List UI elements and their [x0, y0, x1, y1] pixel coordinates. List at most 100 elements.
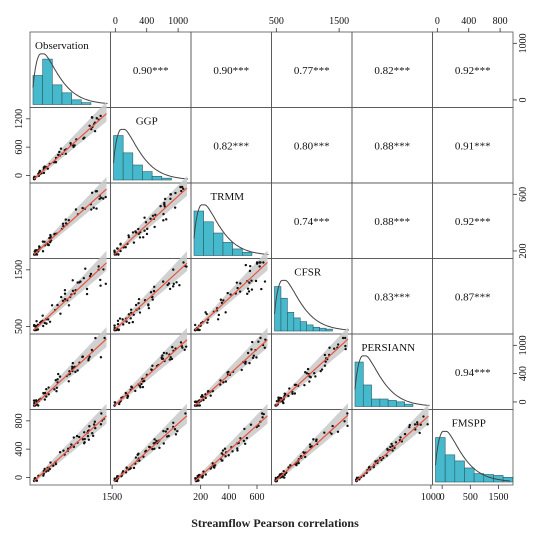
- data-point: [100, 196, 103, 199]
- ci-band: [275, 403, 348, 483]
- data-point: [152, 289, 156, 293]
- data-point: [100, 412, 103, 415]
- data-point: [343, 336, 347, 340]
- data-point: [328, 346, 331, 349]
- data-point: [394, 441, 398, 444]
- hist-bar-GGP-1: [122, 152, 134, 181]
- fit-line: [194, 415, 268, 482]
- hist-bar-Observation-1: [42, 58, 53, 105]
- data-point: [89, 272, 93, 276]
- data-point: [102, 197, 105, 200]
- scatter-CFSR-TRMM: [193, 250, 268, 332]
- data-point: [41, 324, 45, 328]
- hist-bar-TRMM-4: [232, 248, 243, 256]
- data-point: [113, 250, 116, 253]
- ci-band: [34, 403, 107, 483]
- scatter-PERSIANN-TRMM: [193, 327, 268, 408]
- data-point: [314, 375, 317, 378]
- data-point: [138, 459, 141, 462]
- ci-band: [114, 175, 187, 257]
- data-point: [33, 401, 36, 405]
- data-point: [134, 231, 138, 234]
- data-point: [35, 319, 38, 323]
- data-point: [251, 356, 255, 360]
- data-point: [235, 281, 239, 284]
- data-point: [284, 392, 287, 396]
- data-point: [94, 336, 97, 340]
- hist-bar-PERSIANN-3: [379, 398, 389, 407]
- data-point: [76, 369, 79, 372]
- data-point: [116, 322, 120, 326]
- data-point: [42, 391, 45, 395]
- data-point: [137, 297, 141, 301]
- data-point: [283, 473, 286, 477]
- tick-label-GGP-top: 400: [139, 16, 154, 27]
- data-point: [306, 367, 310, 371]
- data-point: [73, 144, 76, 147]
- data-point: [147, 306, 151, 310]
- data-point: [343, 420, 346, 423]
- hist-bar-PERSIANN-2: [371, 398, 381, 407]
- data-point: [368, 465, 371, 469]
- data-point: [255, 356, 258, 359]
- ci-band: [34, 177, 107, 257]
- data-point: [221, 449, 225, 452]
- data-point: [88, 425, 91, 428]
- data-point: [242, 439, 246, 443]
- data-point: [226, 291, 229, 295]
- data-point: [45, 322, 48, 325]
- hist-bar-Observation-3: [61, 92, 72, 105]
- corr-label-GGP-CFSR: 0.80***: [294, 140, 330, 152]
- data-point: [158, 446, 161, 450]
- data-point: [204, 396, 207, 400]
- hist-bar-CFSR-1: [280, 297, 288, 332]
- data-point: [254, 279, 258, 283]
- data-point: [85, 287, 89, 291]
- data-point: [161, 280, 165, 283]
- data-point: [245, 436, 249, 440]
- data-point: [336, 430, 340, 433]
- corr-label-TRMM-FMSPP: 0.92***: [455, 216, 491, 228]
- data-point: [399, 436, 402, 439]
- hist-bar-TRMM-0: [193, 210, 204, 256]
- corr-label-Observation-CFSR: 0.77***: [294, 65, 330, 77]
- scatter-TRMM-Observation: [32, 177, 107, 257]
- data-point: [59, 147, 63, 150]
- data-point: [159, 204, 162, 208]
- data-point: [323, 353, 327, 357]
- corr-label-TRMM-CFSR: 0.74***: [294, 216, 330, 228]
- data-point: [277, 397, 280, 401]
- data-point: [165, 352, 168, 355]
- data-point: [336, 343, 340, 346]
- data-point: [141, 236, 145, 239]
- data-point: [166, 427, 169, 431]
- data-point: [138, 311, 142, 314]
- fit-line: [33, 262, 107, 331]
- data-point: [162, 429, 165, 433]
- data-point: [82, 137, 85, 140]
- data-point: [74, 208, 78, 211]
- data-point: [149, 291, 153, 294]
- corr-label-GGP-PERSIANN: 0.88***: [374, 140, 410, 152]
- data-point: [132, 313, 135, 316]
- hist-bar-GGP-3: [142, 171, 153, 181]
- data-point: [37, 404, 40, 407]
- tick-label-TRMM-right: 600: [518, 187, 529, 202]
- data-point: [127, 313, 131, 316]
- data-point: [134, 456, 138, 459]
- data-point: [91, 432, 94, 435]
- data-point: [85, 292, 89, 296]
- data-point: [47, 469, 50, 472]
- data-point: [408, 425, 411, 429]
- hist-bar-PERSIANN-1: [362, 384, 372, 407]
- data-point: [275, 399, 279, 403]
- data-point: [61, 299, 65, 303]
- data-point: [320, 368, 324, 371]
- data-point: [169, 193, 173, 196]
- data-point: [43, 467, 46, 471]
- data-point: [239, 282, 242, 285]
- data-point: [145, 232, 149, 236]
- data-point: [172, 421, 175, 424]
- data-point: [374, 460, 377, 463]
